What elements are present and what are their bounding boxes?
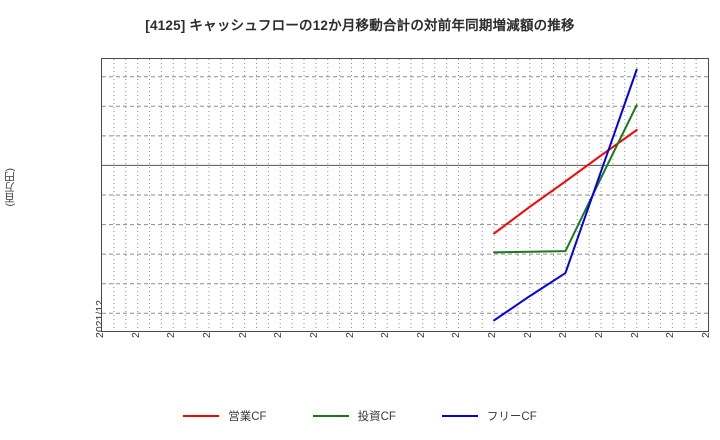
legend-color-swatch [312, 414, 349, 418]
series-line-2 [493, 104, 638, 254]
legend-color-swatch [183, 414, 220, 418]
chart-title: [4125] キャッシュフローの12か月移動合計の対前年同期増減額の推移 [145, 18, 575, 33]
plot-area [101, 58, 709, 332]
legend-item-2[interactable]: 投資CF [312, 408, 396, 424]
legend-item-1[interactable]: 営業CF [183, 408, 267, 424]
legend-label: 投資CF [357, 411, 396, 423]
legend-label: 営業CF [228, 411, 267, 423]
legend-item-3[interactable]: フリーCF [441, 408, 537, 424]
y-axis-label: (百万円) [4, 168, 16, 207]
legend-color-swatch [441, 414, 478, 418]
legend-label: フリーCF [486, 411, 537, 423]
chart-legend: 営業CF 投資CF フリーCF [0, 408, 720, 424]
series-line-1 [493, 128, 638, 235]
series-line-3 [493, 68, 638, 322]
plot-svg [102, 59, 708, 331]
